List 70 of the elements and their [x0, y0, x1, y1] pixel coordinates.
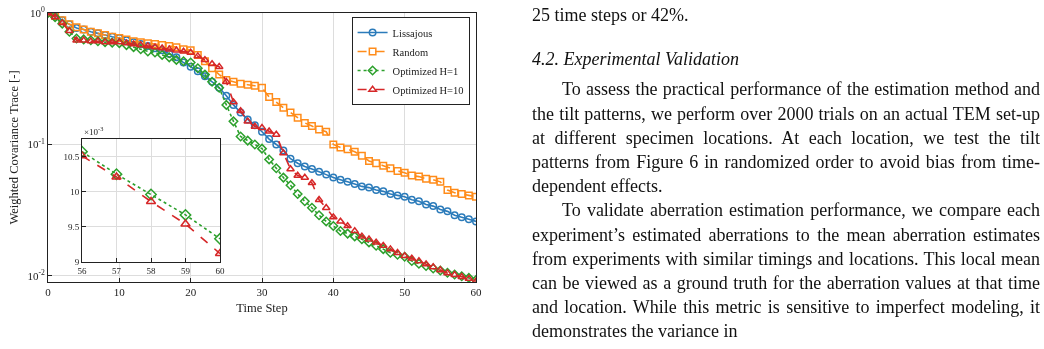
point [165, 49, 174, 58]
point [414, 197, 423, 206]
x-tick-label: 10 [113, 286, 126, 299]
x-tick-label: 56 [77, 265, 87, 276]
text: 25 time steps or 42%. [532, 4, 690, 27]
point [307, 165, 316, 174]
point [336, 175, 345, 184]
point [436, 205, 445, 214]
x-tick-label: 30 [256, 286, 268, 299]
point [179, 208, 192, 221]
x-tick-label: 59 [181, 265, 191, 276]
x-tick-label: 57 [112, 265, 122, 276]
x-tick-label: 58 [146, 265, 156, 276]
x-tick-label: 60 [470, 286, 482, 299]
legend-label: Random [392, 46, 429, 58]
y-tick-label: 10$^{0}$ [29, 5, 45, 19]
point [286, 154, 295, 163]
legend-label: Optimized H=10 [392, 84, 464, 96]
point [272, 140, 281, 149]
point [350, 180, 359, 189]
y-tick-label: 10 [70, 186, 80, 197]
text: To validate aberration estimation performance, we compare each experiment’s estimated aberrations to the mean aberration estimates from experiments with similar timings and locations. This local mean can be viewed as a ground truth for the aberration values at that time and location. While this metric is sensitive to imperfect modeling, it demonstrates the variance in [532, 199, 1040, 344]
point [457, 213, 466, 222]
x-tick-label: 20 [185, 286, 197, 299]
point [186, 62, 195, 71]
point [145, 196, 157, 205]
point [464, 215, 473, 224]
point [265, 135, 274, 144]
x-axis-title: Time Step [236, 301, 288, 316]
point [429, 202, 438, 211]
point [450, 211, 459, 220]
point [386, 190, 395, 199]
point [111, 172, 122, 180]
x-tick-label: 60 [215, 265, 225, 276]
y-axis-title: Weighted Covariance Trace [-] [6, 70, 21, 225]
y-tick-label: 10$^{-2}$ [27, 268, 45, 282]
point [372, 186, 381, 195]
point [443, 207, 452, 216]
point [172, 53, 181, 62]
point [393, 191, 402, 200]
point [229, 100, 238, 109]
point [329, 173, 338, 182]
y-tick-label: 10$^{-1}$ [27, 136, 45, 151]
point [400, 192, 409, 201]
point [258, 127, 266, 136]
point [300, 162, 309, 171]
x-tick-label: 0 [45, 286, 52, 299]
y-tick-label: 9 [74, 257, 80, 268]
point [222, 91, 231, 100]
point [357, 182, 366, 191]
x-tick-label: 40 [327, 286, 340, 299]
point [180, 219, 191, 227]
point [145, 188, 157, 201]
y-tick-label: 10.5 [63, 151, 80, 162]
point [343, 177, 352, 186]
point [322, 170, 331, 179]
point [293, 159, 302, 168]
point [193, 67, 202, 76]
x-tick-label: 50 [399, 286, 411, 299]
point [379, 187, 388, 196]
point [315, 167, 324, 176]
y-tick-label: 9.5 [67, 222, 80, 233]
annotation: ×10$^{-3}$ [84, 125, 104, 137]
point [407, 195, 416, 204]
legend-label: Optimized H=1 [392, 65, 459, 77]
text: 4.2. Experimental Validation [532, 48, 740, 72]
point [365, 183, 373, 192]
legend-label: Lissajous [392, 27, 433, 39]
text: To assess the practical performance of the estimation method and the tilt patterns, we perform over 2000 trials on an actual TEM set-up at different specimen locations. At each location, we test the tilt patterns from Figure 6 in randomized order to avoid bias from time-dependent effects. [532, 78, 1040, 199]
point [422, 200, 431, 209]
